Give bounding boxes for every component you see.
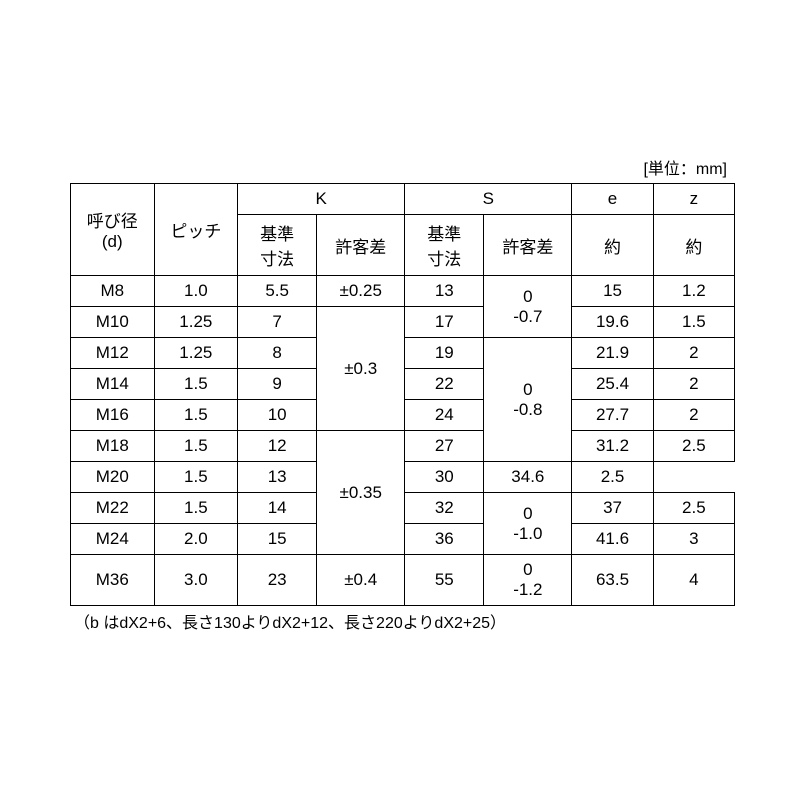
table-row: M18 1.5 12 ±0.35 27 31.2 2.5 [71,431,735,462]
header-s-base: 基準 寸法 [405,215,484,276]
table-row: M8 1.0 5.5 ±0.25 13 0 -0.7 15 1.2 [71,276,735,307]
cell-kb: 9 [238,369,317,400]
table-row: M10 1.25 7 ±0.3 17 19.6 1.5 [71,307,735,338]
cell-e: 15 [572,276,653,307]
cell-kb: 5.5 [238,276,317,307]
header-e-sub: 約 [572,215,653,276]
cell-e: 41.6 [572,524,653,555]
cell-sb: 13 [405,276,484,307]
cell-d: M22 [71,493,155,524]
cell-e: 31.2 [572,431,653,462]
cell-kb: 8 [238,338,317,369]
cell-st: 0 -1.0 [484,493,572,555]
cell-z: 4 [653,555,734,606]
header-d: 呼び径 (d) [71,184,155,276]
cell-z: 2.5 [572,462,653,493]
header-row-1: 呼び径 (d) ピッチ K S e z [71,184,735,215]
cell-kb: 13 [238,462,317,493]
cell-z: 3 [653,524,734,555]
cell-kb: 15 [238,524,317,555]
cell-pitch: 1.5 [154,369,238,400]
cell-sb: 55 [405,555,484,606]
cell-kt: ±0.4 [317,555,405,606]
cell-z: 2.5 [653,493,734,524]
cell-sb: 22 [405,369,484,400]
header-k-tol: 許客差 [317,215,405,276]
spec-table: 呼び径 (d) ピッチ K S e z 基準 寸法 許客差 基準 寸法 許客差 … [70,183,735,606]
cell-kt: ±0.3 [317,307,405,431]
cell-e: 25.4 [572,369,653,400]
table-container: [単位：mm] 呼び径 (d) ピッチ K S e z 基準 寸法 許客差 基準… [70,155,735,633]
cell-sb: 30 [405,462,484,493]
cell-e: 34.6 [484,462,572,493]
cell-st: 0 -0.8 [484,338,572,462]
cell-z: 1.2 [653,276,734,307]
cell-e: 19.6 [572,307,653,338]
cell-sb: 27 [405,431,484,462]
cell-kt: ±0.25 [317,276,405,307]
cell-e: 37 [572,493,653,524]
cell-d: M12 [71,338,155,369]
cell-d: M36 [71,555,155,606]
cell-d: M24 [71,524,155,555]
cell-pitch: 1.5 [154,431,238,462]
unit-label: [単位：mm] [70,155,735,179]
cell-pitch: 2.0 [154,524,238,555]
table-row: M36 3.0 23 ±0.4 55 0 -1.2 63.5 4 [71,555,735,606]
cell-st: 0 -1.2 [484,555,572,606]
header-s-tol: 許客差 [484,215,572,276]
header-k-base: 基準 寸法 [238,215,317,276]
cell-pitch: 3.0 [154,555,238,606]
cell-d: M8 [71,276,155,307]
cell-sb: 17 [405,307,484,338]
cell-sb: 19 [405,338,484,369]
cell-e: 21.9 [572,338,653,369]
footnote: （b はdX2+6、長さ130よりdX2+12、長さ220よりdX2+25） [70,609,735,633]
cell-z: 2 [653,400,734,431]
cell-z: 1.5 [653,307,734,338]
cell-pitch: 1.0 [154,276,238,307]
cell-kb: 10 [238,400,317,431]
cell-kb: 12 [238,431,317,462]
cell-pitch: 1.5 [154,462,238,493]
cell-d: M16 [71,400,155,431]
cell-e: 27.7 [572,400,653,431]
header-e: e [572,184,653,215]
header-pitch: ピッチ [154,184,238,276]
cell-pitch: 1.25 [154,307,238,338]
header-z: z [653,184,734,215]
header-k: K [238,184,405,215]
cell-e: 63.5 [572,555,653,606]
cell-z: 2.5 [653,431,734,462]
cell-sb: 32 [405,493,484,524]
cell-kb: 23 [238,555,317,606]
cell-pitch: 1.5 [154,400,238,431]
header-s: S [405,184,572,215]
cell-d: M14 [71,369,155,400]
cell-d: M20 [71,462,155,493]
cell-pitch: 1.25 [154,338,238,369]
cell-z: 2 [653,369,734,400]
cell-z: 2 [653,338,734,369]
cell-kb: 14 [238,493,317,524]
cell-sb: 36 [405,524,484,555]
cell-sb: 24 [405,400,484,431]
cell-pitch: 1.5 [154,493,238,524]
cell-d: M18 [71,431,155,462]
cell-st: 0 -0.7 [484,276,572,338]
cell-kt: ±0.35 [317,431,405,555]
header-z-sub: 約 [653,215,734,276]
cell-d: M10 [71,307,155,338]
cell-kb: 7 [238,307,317,338]
